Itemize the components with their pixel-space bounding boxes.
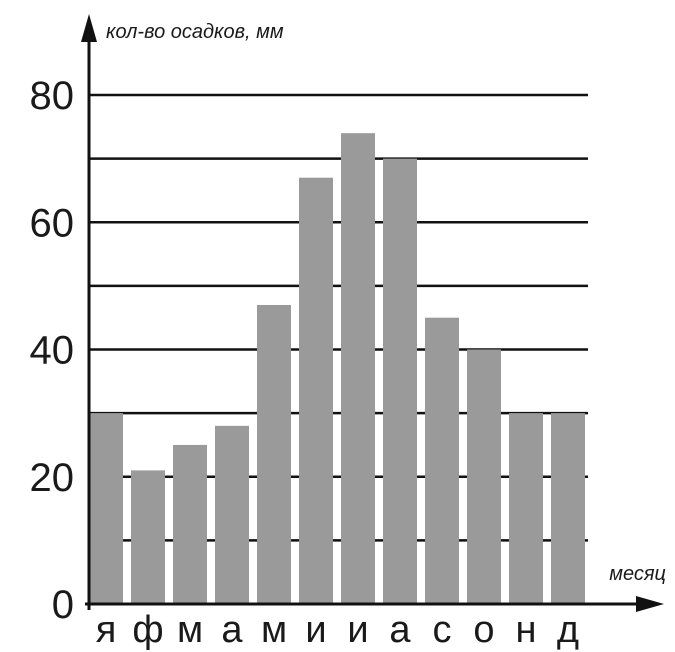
bar-10	[467, 349, 501, 604]
y-tick-labels: 0 20 40 60 80	[30, 74, 75, 627]
x-category-label-9: с	[433, 609, 452, 651]
x-category-label-2: ф	[132, 609, 163, 651]
x-category-label-10: о	[473, 609, 494, 651]
x-category-label-12: д	[557, 609, 579, 651]
bar-5	[257, 304, 291, 604]
bar-4	[215, 425, 249, 604]
y-tick-label-60: 60	[30, 201, 75, 245]
y-tick-label-80: 80	[30, 74, 75, 118]
x-category-label-8: а	[389, 609, 411, 651]
x-category-label-1: я	[96, 609, 117, 651]
y-axis-arrowhead	[81, 14, 97, 42]
bars	[89, 133, 585, 605]
y-tick-label-20: 20	[30, 456, 75, 500]
bar-6	[299, 177, 333, 604]
bar-2	[131, 470, 165, 604]
bar-11	[509, 413, 543, 604]
bar-1	[89, 413, 123, 604]
bar-8	[383, 158, 417, 604]
bar-9	[425, 317, 459, 604]
x-category-label-4: а	[221, 609, 243, 651]
y-tick-label-0: 0	[52, 583, 74, 627]
x-axis-arrowhead	[636, 596, 664, 612]
bar-7	[341, 133, 375, 605]
y-axis-title: кол-во осадков, мм	[106, 21, 284, 43]
x-category-label-7: и	[347, 609, 368, 651]
x-axis-title: месяц	[609, 563, 666, 585]
x-category-label-5: м	[261, 609, 287, 651]
x-category-label-6: и	[305, 609, 326, 651]
bar-12	[551, 413, 585, 604]
x-category-label-11: н	[516, 609, 537, 651]
bar-3	[173, 444, 207, 604]
y-tick-label-40: 40	[30, 329, 75, 373]
axes	[81, 14, 664, 612]
gridlines	[89, 93, 588, 542]
x-category-label-3: м	[177, 609, 203, 651]
